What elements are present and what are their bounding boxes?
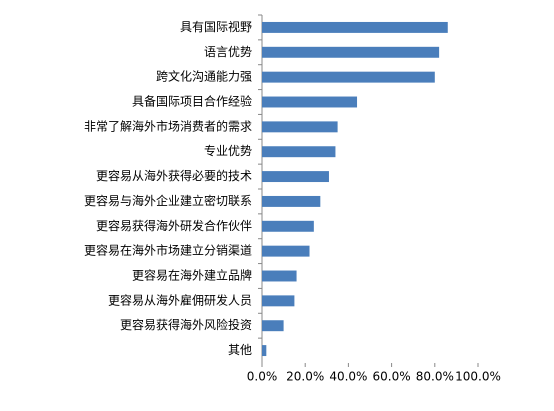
y-tick-label: 具有国际视野 (180, 19, 252, 34)
y-tick-label: 跨文化沟通能力强 (156, 69, 252, 84)
bar (262, 21, 448, 33)
x-tick-label: 80.0% (416, 370, 454, 384)
bar (262, 220, 314, 232)
y-tick-label: 其他 (228, 343, 252, 357)
bar (262, 71, 435, 83)
bar (262, 121, 338, 133)
x-tick-label: 20.0% (286, 370, 324, 384)
bar (262, 245, 310, 257)
y-tick-label: 更容易在海外市场建立分销渠道 (84, 243, 252, 258)
y-tick-label: 非常了解海外市场消费者的需求 (84, 118, 252, 133)
y-tick-label: 更容易获得海外风险投资 (120, 317, 252, 332)
x-tick-label: 100.0% (455, 370, 501, 384)
y-tick-label: 专业优势 (204, 143, 252, 158)
bar (262, 171, 329, 183)
bar (262, 146, 336, 158)
bar (262, 345, 267, 357)
x-tick-label: 40.0% (329, 370, 367, 384)
y-tick-label: 语言优势 (204, 45, 252, 59)
y-tick-label: 更容易在海外建立品牌 (132, 268, 252, 283)
y-tick-label: 具备国际项目合作经验 (132, 94, 252, 109)
y-tick-label: 更容易获得海外研发合作伙伴 (96, 218, 252, 233)
y-tick-label: 更容易从海外获得必要的技术 (96, 168, 252, 183)
bar (262, 96, 358, 108)
bar (262, 320, 284, 332)
x-tick-label: 60.0% (373, 370, 411, 384)
y-tick-label: 更容易与海外企业建立密切联系 (84, 193, 252, 208)
bar (262, 270, 297, 282)
bar (262, 295, 295, 307)
bar (262, 46, 440, 58)
y-tick-label: 更容易从海外雇佣研发人员 (108, 292, 252, 307)
x-tick-label: 0.0% (247, 370, 278, 384)
bar (262, 195, 321, 207)
